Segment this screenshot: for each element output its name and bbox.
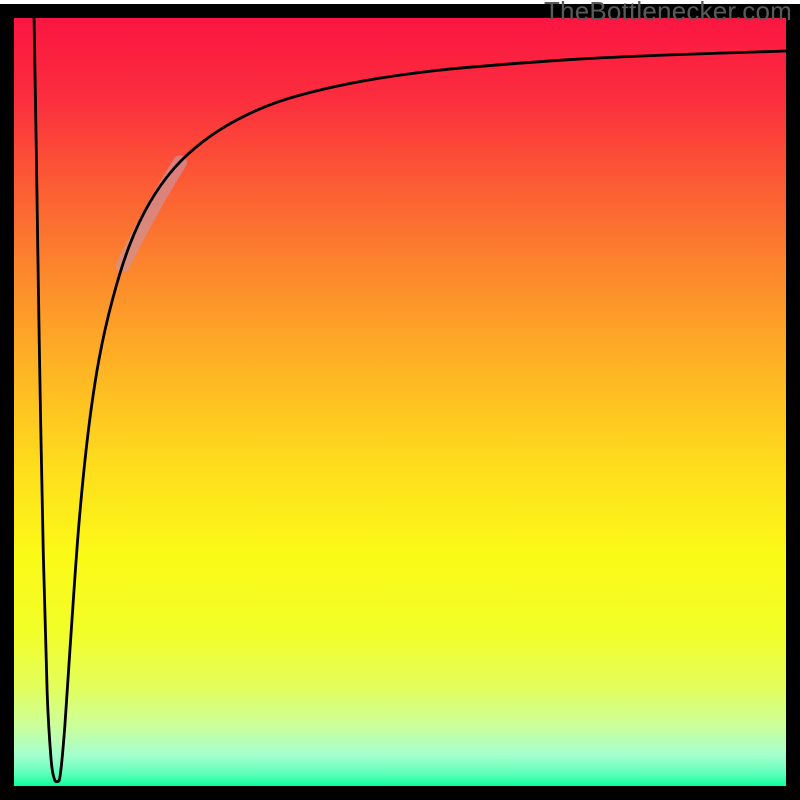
watermark-label: TheBottlenecker.com <box>544 0 792 27</box>
chart-stage: TheBottlenecker.com <box>0 0 800 800</box>
plot-background <box>14 18 786 786</box>
bottleneck-curve-chart <box>0 0 800 800</box>
